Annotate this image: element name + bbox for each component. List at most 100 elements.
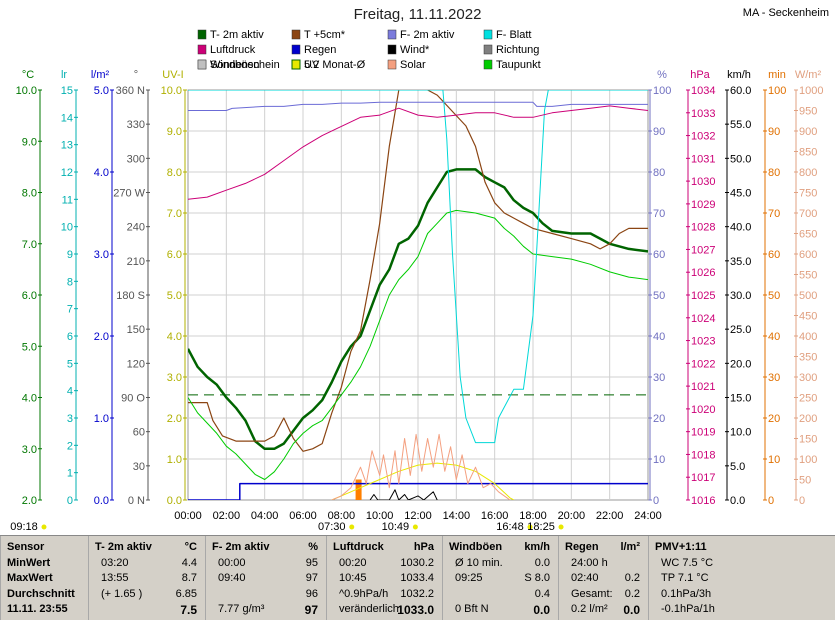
station-name: MA - Seckenheim <box>742 7 829 19</box>
tick-label: 1031 <box>691 153 715 165</box>
tick-label: 4.0 <box>167 331 182 343</box>
stats-row: Ø 10 min. 0.0 <box>443 557 558 572</box>
axis-min: 0 10 20 30 40 50 60 70 80 90 100 min <box>763 69 786 507</box>
axis-unit: ° <box>134 69 138 81</box>
tick-label: 1028 <box>691 222 715 234</box>
stats-label: MinWert <box>7 556 51 569</box>
stats-label: ^0.9hPa/h <box>339 587 389 600</box>
tick-label: 15.0 <box>730 393 751 405</box>
stats-label: 24:00 h <box>571 556 608 569</box>
stats-row: 00:00 95 <box>206 557 326 572</box>
stats-row: 96 <box>206 588 326 603</box>
tick-label: 1030 <box>691 176 715 188</box>
stats-label: Ø 10 min. <box>455 556 503 569</box>
tick-label: 0.0 <box>167 495 182 507</box>
stats-column: Sensor MinWert MaxWert Durchschnitt 11.11. 2… <box>0 536 88 620</box>
tick-label: 7.0 <box>167 208 182 220</box>
column-unit: hPa <box>413 541 434 553</box>
tick-label: 100 <box>799 454 817 466</box>
legend-swatch <box>291 29 301 40</box>
legend-label: F- Blatt <box>496 29 531 41</box>
stats-value: 1033.4 <box>400 572 434 584</box>
stats-value: 97 <box>304 603 318 617</box>
tick-label: 80 <box>653 167 665 179</box>
tick-label: 650 <box>799 229 817 241</box>
stats-value: 4.4 <box>181 556 197 569</box>
tick-label: 90 O <box>121 393 145 405</box>
stats-label: 00:20 <box>339 556 367 569</box>
time-label: 06:00 <box>289 510 317 522</box>
sun-marker-icon <box>349 524 355 530</box>
stats-value: 1032.2 <box>400 587 434 600</box>
legend-item: 5.2 Monat-Ø <box>291 59 366 71</box>
stats-row: 03:20 4.4 <box>89 557 205 572</box>
tick-label: 25.0 <box>730 324 751 336</box>
time-label: 22:00 <box>596 510 624 522</box>
axis-wm2: 0 50 100 150 200 250 300 350 400 450 500 550 600 650 7… <box>794 69 823 507</box>
tick-label: 12 <box>61 167 73 179</box>
legend-item: T- 2m aktiv <box>197 29 264 41</box>
series-regen <box>188 482 648 500</box>
series-t-2m-aktiv <box>188 168 648 451</box>
tick-label: 300 <box>127 153 145 165</box>
tick-label: 330 <box>127 119 145 131</box>
tick-label: 300 <box>799 372 817 384</box>
stats-label: Durchschnitt <box>7 587 75 600</box>
stats-label: 10:45 <box>339 572 367 584</box>
tick-label: 1025 <box>691 290 715 302</box>
legend-label: T +5cm* <box>304 29 346 41</box>
bars <box>355 479 362 500</box>
legend-label: 5.2 Monat-Ø <box>304 59 366 71</box>
stats-column: Regen l/m² 24:00 h 02:40 0.2 Gesamt: 0.2 0.2 l/… <box>558 536 648 620</box>
tick-label: 1020 <box>691 404 715 416</box>
tick-label: 1.0 <box>94 413 109 425</box>
tick-label: 30 <box>653 372 665 384</box>
tick-label: 600 <box>799 249 817 261</box>
tick-label: 4.0 <box>22 393 37 405</box>
tick-label: 2 <box>67 440 73 452</box>
legend-swatch <box>387 59 397 70</box>
stats-label: 0 Bft N <box>455 603 489 615</box>
stats-row: 09:40 97 <box>206 572 326 587</box>
legend-label: Solar <box>400 59 426 71</box>
tick-label: 1032 <box>691 131 715 143</box>
stats-row: 00:20 1030.2 <box>327 557 442 572</box>
stats-column: PMV+1:11 WC 7.5 °C TP 7.1 °C 0.1hPa/3h -0.1h… <box>648 536 835 620</box>
tick-label: 1033 <box>691 108 715 120</box>
stats-row: Gesamt: 0.2 <box>559 588 648 603</box>
tick-label: 8 <box>67 276 73 288</box>
event-label: 16:48 <box>496 521 524 533</box>
tick-label: 5.0 <box>94 85 109 97</box>
legend-item: Windböen <box>197 59 260 71</box>
series-solar <box>331 433 511 500</box>
legend-label: T- 2m aktiv <box>210 29 264 41</box>
axis-uv: 0.0 1.0 2.0 3.0 4.0 5.0 6.0 7.0 8.0 9.0 10.0 UV-I <box>161 69 187 507</box>
tick-label: 2.0 <box>22 495 37 507</box>
event-label: 07:30 <box>318 521 346 533</box>
series-luftdruck <box>188 105 648 200</box>
stats-row: 24:00 h <box>559 557 648 572</box>
tick-label: 60 <box>133 427 145 439</box>
time-label: 02:00 <box>213 510 241 522</box>
stats-value: 6.85 <box>175 587 197 600</box>
tick-label: 70 <box>653 208 665 220</box>
tick-label: 50 <box>799 475 811 487</box>
legend-item: Luftdruck <box>197 44 256 56</box>
sun-marker-icon <box>558 524 564 530</box>
sun-marker-icon <box>412 524 418 530</box>
tick-label: 950 <box>799 106 817 118</box>
tick-label: 500 <box>799 290 817 302</box>
stats-value: 0.0 <box>534 556 550 569</box>
axis-unit: l/m² <box>91 69 110 81</box>
tick-label: 40 <box>768 331 780 343</box>
legend-swatch <box>291 59 301 70</box>
legend-item: T +5cm* <box>291 29 346 41</box>
tick-label: 1034 <box>691 85 715 97</box>
time-label: 24:00 <box>634 510 662 522</box>
tick-label: 30 <box>768 372 780 384</box>
tick-label: 1017 <box>691 472 715 484</box>
column-header: F- 2m aktiv <box>212 541 270 553</box>
series-f-2m-aktiv <box>188 101 648 111</box>
tick-label: 0 <box>67 495 73 507</box>
